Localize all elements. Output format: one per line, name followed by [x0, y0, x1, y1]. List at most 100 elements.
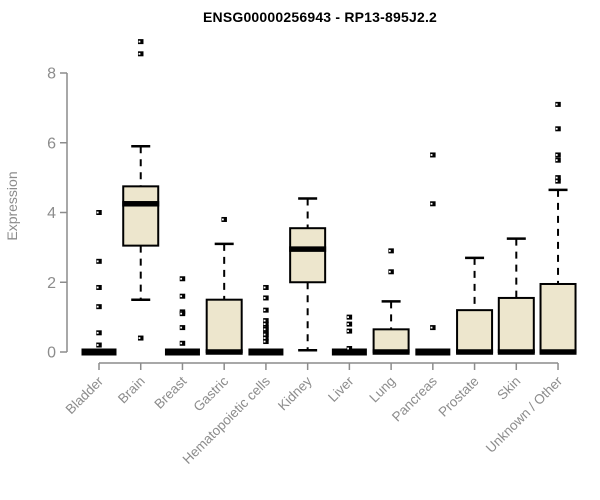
outlier-point-center: [347, 330, 349, 332]
outlier-point-center: [555, 103, 558, 106]
x-tick-label: Unknown / Other: [483, 373, 566, 456]
outlier-point: [263, 339, 269, 345]
outlier-point-center: [555, 154, 558, 156]
outlier-point-center: [555, 127, 558, 130]
outlier-point-center: [96, 344, 99, 346]
outlier-point-center: [221, 218, 224, 221]
outlier-point: [430, 201, 436, 207]
outlier-point: [179, 311, 186, 317]
outlier-point: [555, 157, 561, 163]
outlier-point-center: [555, 180, 558, 183]
outlier-point-center: [180, 342, 183, 345]
x-tick-label: Prostate: [436, 374, 482, 420]
median-line: [539, 349, 577, 355]
outlier-point: [555, 175, 561, 181]
outlier-point-center: [388, 270, 391, 273]
outlier-point-center: [263, 340, 266, 343]
outlier-point-center: [555, 176, 558, 179]
outlier-point-center: [263, 309, 266, 312]
outlier-point-center: [180, 312, 183, 315]
x-tick-label: Pancreas: [389, 373, 440, 424]
outlier-point: [137, 335, 144, 341]
chart-title: ENSG00000256943 - RP13-895J2.2: [202, 9, 438, 25]
outlier-point-center: [138, 52, 141, 55]
outlier-point: [555, 152, 561, 158]
outlier-point: [263, 284, 269, 290]
box-rect: [456, 309, 494, 353]
outlier-point: [96, 342, 102, 348]
outlier-point: [137, 51, 144, 57]
outlier-point-center: [555, 159, 558, 162]
outlier-point-center: [430, 154, 433, 156]
collapsed-box: [164, 348, 200, 356]
outlier-point: [263, 332, 269, 338]
outlier-point: [555, 178, 561, 184]
median-line: [122, 201, 160, 207]
median-line: [205, 349, 243, 355]
outlier-point-center: [138, 40, 141, 43]
x-tick-label: Skin: [494, 374, 523, 403]
outlier-point-center: [96, 211, 99, 214]
outlier-point-center: [138, 337, 141, 339]
outlier-point: [179, 340, 186, 346]
outlier-point: [263, 321, 269, 327]
collapsed-box: [248, 348, 284, 356]
outlier-point-center: [388, 249, 391, 252]
outlier-point: [263, 307, 269, 313]
outlier-point: [388, 248, 394, 254]
outlier-point: [221, 216, 227, 222]
outlier-point-center: [180, 295, 183, 298]
y-tick-label: 2: [47, 275, 56, 292]
y-tick-label: 0: [47, 345, 56, 362]
outlier-point-center: [96, 305, 99, 308]
median-line: [372, 349, 410, 355]
box-rect: [372, 328, 410, 353]
collapsed-box: [81, 348, 117, 356]
outlier-point: [263, 335, 269, 341]
outlier-point-center: [263, 337, 266, 339]
box-rect: [205, 298, 243, 353]
outlier-point: [179, 293, 186, 299]
outlier-point: [179, 325, 186, 331]
outlier-point: [430, 325, 436, 331]
outlier-point: [96, 210, 102, 215]
box-rect: [122, 185, 160, 247]
x-tick-label: Gastric: [190, 373, 231, 414]
outlier-point: [346, 321, 353, 327]
collapsed-box: [415, 348, 451, 356]
outlier-point-center: [263, 319, 266, 322]
collapsed-box: [331, 348, 367, 356]
outlier-point-center: [263, 286, 266, 289]
x-tick-label: Lung: [366, 374, 398, 406]
median-line: [456, 349, 494, 355]
x-tick-label: Kidney: [275, 373, 315, 413]
median-line: [497, 349, 535, 355]
outlier-point: [346, 346, 353, 352]
x-tick-label: Breast: [151, 373, 189, 411]
outlier-point-center: [430, 202, 433, 205]
outlier-point-center: [347, 347, 349, 350]
outlier-point-center: [96, 331, 99, 334]
outlier-point: [96, 258, 102, 264]
outlier-point-center: [96, 286, 99, 289]
box-rect: [289, 227, 327, 284]
outlier-point: [430, 152, 436, 158]
outlier-point-center: [96, 260, 99, 263]
box-rect: [539, 282, 577, 353]
outlier-point: [96, 330, 102, 336]
box-rect: [497, 296, 535, 354]
outlier-point-center: [180, 277, 183, 280]
outlier-point: [179, 276, 186, 282]
outlier-point-center: [263, 297, 266, 299]
y-tick-label: 4: [47, 205, 56, 222]
outlier-point-center: [347, 316, 349, 319]
outlier-point-center: [180, 326, 183, 329]
outlier-point: [555, 126, 561, 132]
outlier-point: [263, 295, 269, 301]
x-tick-label: Brain: [115, 374, 148, 407]
outlier-point-center: [263, 333, 266, 336]
outlier-point-center: [263, 323, 266, 325]
outlier-point: [388, 269, 394, 275]
